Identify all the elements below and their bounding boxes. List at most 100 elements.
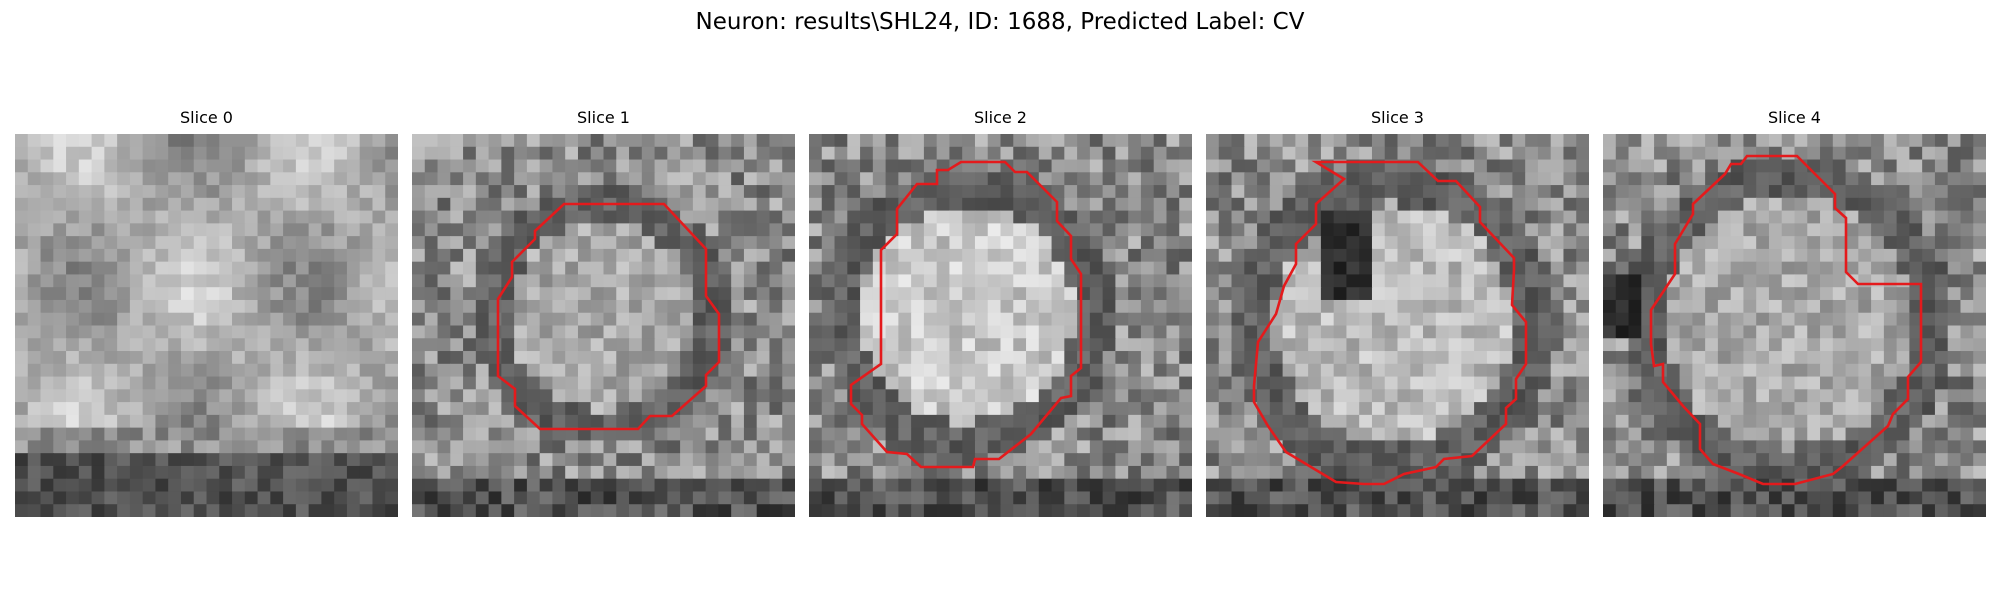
image-pixel	[1179, 363, 1192, 378]
image-pixel	[1563, 197, 1577, 212]
image-pixel	[1115, 363, 1129, 378]
image-pixel	[1244, 325, 1258, 339]
image-pixel	[1038, 261, 1053, 276]
image-pixel	[1153, 453, 1168, 467]
image-pixel	[1794, 261, 1808, 276]
image-pixel	[1960, 197, 1974, 212]
image-pixel	[1807, 134, 1821, 148]
image-pixel	[1550, 287, 1565, 301]
image-pixel	[885, 440, 899, 454]
image-pixel	[1781, 351, 1796, 365]
image-pixel	[257, 414, 271, 429]
image-pixel	[1576, 274, 1589, 288]
image-pixel	[1960, 338, 1974, 352]
image-pixel	[321, 363, 335, 378]
image-pixel	[1603, 491, 1617, 505]
image-pixel	[1013, 504, 1027, 517]
image-pixel	[475, 312, 490, 327]
image-pixel	[346, 134, 361, 148]
image-pixel	[1871, 504, 1885, 517]
image-pixel	[898, 414, 912, 429]
image-pixel	[1768, 491, 1783, 505]
image-pixel	[104, 223, 118, 237]
image-pixel	[1705, 261, 1719, 276]
image-pixel	[885, 210, 899, 224]
image-pixel	[718, 223, 732, 237]
image-pixel	[1448, 338, 1462, 352]
image-pixel	[526, 338, 541, 352]
image-pixel	[295, 363, 310, 378]
image-pixel	[359, 197, 374, 212]
image-pixel	[257, 465, 271, 480]
image-pixel	[257, 210, 271, 224]
image-pixel	[168, 453, 182, 467]
image-pixel	[1089, 414, 1104, 429]
image-pixel	[1845, 440, 1859, 454]
image-pixel	[731, 414, 745, 429]
image-pixel	[1423, 478, 1437, 493]
image-pixel	[1448, 223, 1462, 237]
image-pixel	[1359, 402, 1373, 416]
image-pixel	[334, 197, 348, 212]
image-pixel	[193, 440, 208, 454]
image-pixel	[860, 287, 874, 301]
image-pixel	[1486, 338, 1501, 352]
image-pixel	[718, 389, 732, 403]
image-pixel	[936, 478, 951, 493]
image-pixel	[1654, 325, 1668, 339]
image-pixel	[782, 159, 795, 173]
image-pixel	[1679, 351, 1693, 365]
image-pixel	[1603, 440, 1617, 454]
image-pixel	[526, 504, 541, 517]
image-pixel	[168, 427, 182, 441]
image-pixel	[680, 504, 694, 517]
image-pixel	[244, 402, 259, 416]
image-pixel	[1883, 248, 1898, 263]
image-pixel	[1756, 491, 1770, 505]
image-pixel	[718, 491, 732, 505]
image-pixel	[590, 299, 605, 314]
image-pixel	[78, 134, 93, 148]
image-pixel	[1794, 248, 1808, 263]
image-pixel	[219, 351, 233, 365]
image-pixel	[53, 440, 67, 454]
image-pixel	[1448, 287, 1462, 301]
image-pixel	[1666, 414, 1681, 429]
image-pixel	[1359, 185, 1373, 199]
image-pixel	[1435, 414, 1450, 429]
image-pixel	[1448, 414, 1462, 429]
image-pixel	[885, 248, 899, 263]
image-pixel	[987, 363, 1002, 378]
image-pixel	[1794, 312, 1808, 327]
image-pixel	[1128, 299, 1142, 314]
image-pixel	[412, 197, 426, 212]
image-pixel	[847, 223, 861, 237]
image-pixel	[680, 453, 694, 467]
image-pixel	[257, 287, 271, 301]
image-pixel	[1359, 363, 1373, 378]
image-pixel	[962, 197, 976, 212]
image-pixel	[1743, 274, 1757, 288]
image-pixel	[424, 414, 439, 429]
image-pixel	[180, 236, 195, 250]
image-pixel	[885, 453, 899, 467]
image-pixel	[1550, 465, 1565, 480]
image-pixel	[283, 197, 297, 212]
image-pixel	[526, 491, 541, 505]
image-pixel	[257, 299, 271, 314]
image-pixel	[232, 478, 246, 493]
image-pixel	[1666, 491, 1681, 505]
image-pixel	[1371, 504, 1386, 517]
image-pixel	[463, 402, 477, 416]
image-pixel	[1922, 159, 1936, 173]
image-pixel	[1359, 504, 1373, 517]
image-pixel	[1563, 338, 1577, 352]
image-pixel	[1563, 427, 1577, 441]
image-pixel	[962, 363, 976, 378]
image-pixel	[155, 465, 169, 480]
image-pixel	[117, 427, 131, 441]
image-pixel	[641, 376, 656, 390]
image-pixel	[654, 134, 668, 148]
image-pixel	[1628, 465, 1642, 480]
image-pixel	[1781, 236, 1796, 250]
